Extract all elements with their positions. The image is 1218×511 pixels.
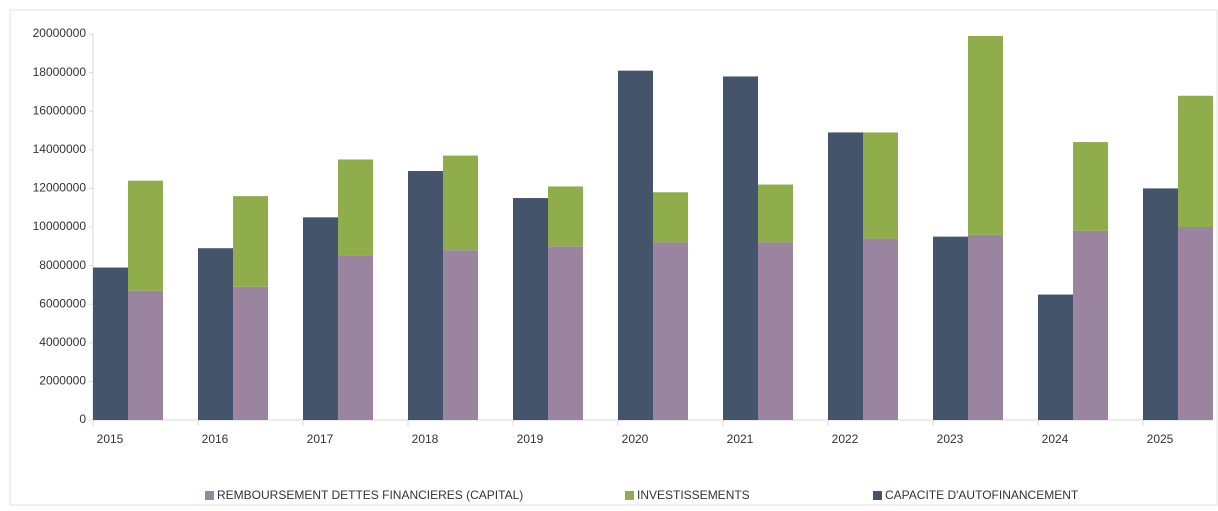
bar xyxy=(443,250,478,420)
x-tick-label: 2022 xyxy=(832,432,859,446)
bar xyxy=(128,290,163,420)
bar xyxy=(1038,294,1073,420)
bar xyxy=(338,159,373,256)
x-tick-label: 2019 xyxy=(517,432,544,446)
y-tick-label: 16000000 xyxy=(33,103,87,117)
bar xyxy=(828,132,863,420)
bar xyxy=(233,196,268,287)
legend-swatch xyxy=(205,491,214,500)
bar xyxy=(408,171,443,420)
bar xyxy=(618,70,653,421)
bar xyxy=(303,217,338,420)
bar xyxy=(1073,230,1108,420)
bar xyxy=(1073,142,1108,231)
bar xyxy=(653,242,688,420)
bar xyxy=(233,286,268,420)
bar xyxy=(968,35,1003,235)
bar xyxy=(548,186,583,247)
legend-label: INVESTISSEMENTS xyxy=(637,488,750,502)
bar xyxy=(758,184,793,243)
y-tick-label: 12000000 xyxy=(33,181,87,195)
chart-border xyxy=(9,9,1218,506)
legend-swatch xyxy=(625,491,634,500)
bar xyxy=(513,198,548,420)
y-tick-label: 18000000 xyxy=(33,65,87,79)
x-tick-label: 2015 xyxy=(97,432,124,446)
bar xyxy=(933,236,968,420)
y-tick-label: 6000000 xyxy=(39,296,86,310)
x-tick-label: 2020 xyxy=(622,432,649,446)
bar xyxy=(863,238,898,420)
y-tick-label: 20000000 xyxy=(33,26,87,40)
bar xyxy=(863,132,898,239)
legend-label: REMBOURSEMENT DETTES FINANCIERES (CAPITA… xyxy=(217,488,523,502)
bar xyxy=(443,155,478,251)
bar xyxy=(548,246,583,420)
y-tick-label: 8000000 xyxy=(39,258,86,272)
y-tick-label: 14000000 xyxy=(33,142,87,156)
bar xyxy=(338,255,373,420)
x-tick-label: 2017 xyxy=(307,432,334,446)
bar xyxy=(653,192,688,243)
bar xyxy=(1178,227,1213,420)
legend-label: CAPACITE D'AUTOFINANCEMENT xyxy=(885,488,1079,502)
x-tick-label: 2023 xyxy=(937,432,964,446)
y-tick-label: 10000000 xyxy=(33,219,87,233)
bar xyxy=(93,267,128,420)
x-tick-label: 2021 xyxy=(727,432,754,446)
y-tick-label: 4000000 xyxy=(39,335,86,349)
x-tick-label: 2016 xyxy=(202,432,229,446)
bar xyxy=(128,180,163,291)
x-tick-label: 2024 xyxy=(1042,432,1069,446)
y-tick-label: 0 xyxy=(79,412,86,426)
bar xyxy=(1143,188,1178,420)
bar xyxy=(1178,95,1213,227)
bar xyxy=(758,242,793,420)
legend-swatch xyxy=(873,491,882,500)
bar xyxy=(198,248,233,420)
y-tick-label: 2000000 xyxy=(39,374,86,388)
x-tick-label: 2025 xyxy=(1147,432,1174,446)
bar xyxy=(723,76,758,421)
x-tick-label: 2018 xyxy=(412,432,439,446)
bar xyxy=(968,234,1003,420)
